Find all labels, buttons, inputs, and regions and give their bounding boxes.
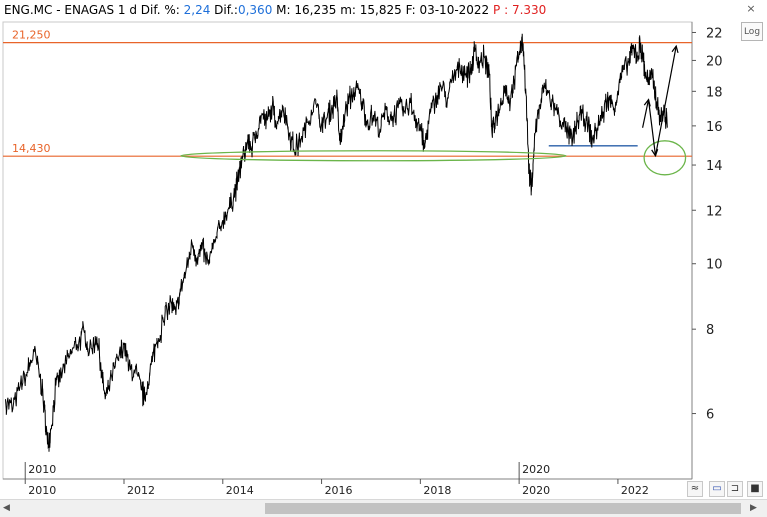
cursor-price-value: 7.330: [511, 3, 547, 17]
y-tick-label: 6: [706, 408, 714, 423]
symbol-name: ENAGAS: [64, 3, 115, 17]
y-tick-label: 20: [706, 54, 723, 69]
chart-header: ENG.MC - ENAGAS 1 d Dif. %: 2,24 Dif.:0,…: [4, 3, 546, 17]
horizontal-scrollbar[interactable]: ◀ ▶: [0, 499, 767, 517]
scroll-left-icon[interactable]: ◀: [3, 503, 10, 513]
y-tick-label: 12: [706, 204, 723, 219]
x-tick-label: 2018: [423, 484, 451, 497]
y-tick-label: 22: [706, 26, 723, 41]
pct-change-label: Dif. %:: [140, 3, 180, 17]
y-tick-label: 8: [706, 323, 714, 338]
projection-arrowhead: [643, 98, 651, 107]
annotation-ellipse: [643, 140, 687, 176]
horizontal-line-label: 14,430: [12, 142, 51, 155]
max-label: M:: [276, 3, 291, 17]
crosshair-icon[interactable]: ⊐: [727, 481, 743, 497]
y-tick-label: 16: [706, 120, 723, 135]
stop-icon[interactable]: ■: [747, 481, 763, 497]
period-marker-label: 2010: [28, 463, 56, 476]
projection-arrowhead: [671, 44, 679, 54]
x-tick-label: 2020: [522, 484, 550, 497]
y-tick-label: 14: [706, 159, 723, 174]
horizontal-line-label: 21,250: [12, 29, 51, 42]
x-tick-label: 2010: [28, 484, 56, 497]
date-value: 03-10-2022: [419, 3, 490, 17]
period-marker-label: 2020: [522, 463, 550, 476]
projection-arrowhead: [651, 148, 659, 158]
cursor-price-label: P :: [493, 3, 509, 17]
x-tick-label: 2012: [127, 484, 155, 497]
y-tick-label: 10: [706, 258, 723, 273]
plot-area: [2, 21, 693, 480]
x-tick-label: 2016: [325, 484, 353, 497]
max-value: 16,235: [294, 3, 337, 17]
header-separator: -: [52, 3, 65, 17]
scroll-right-icon[interactable]: ▶: [750, 503, 757, 513]
close-icon[interactable]: ×: [746, 2, 756, 15]
y-tick-label: 18: [706, 85, 723, 100]
interval-label: 1 d: [117, 3, 137, 17]
log-scale-button[interactable]: Log: [741, 22, 763, 41]
x-tick-label: 2014: [226, 484, 254, 497]
projection-path: [642, 45, 677, 156]
x-tick-label: 2022: [621, 484, 649, 497]
date-label: F:: [405, 3, 416, 17]
save-icon[interactable]: ▭: [709, 481, 725, 497]
abs-change-label: Dif.:: [214, 3, 238, 17]
price-series-line: [5, 33, 668, 452]
abs-change-value: 0,360: [237, 3, 273, 17]
pct-change-value: 2,24: [183, 3, 211, 17]
scroll-thumb[interactable]: [265, 503, 741, 514]
min-label: m:: [340, 3, 356, 17]
zoom-fit-icon[interactable]: ≈: [687, 481, 703, 497]
min-value: 15,825: [359, 3, 402, 17]
symbol-code: ENG.MC: [4, 3, 53, 17]
annotation-ellipse: [180, 150, 567, 162]
